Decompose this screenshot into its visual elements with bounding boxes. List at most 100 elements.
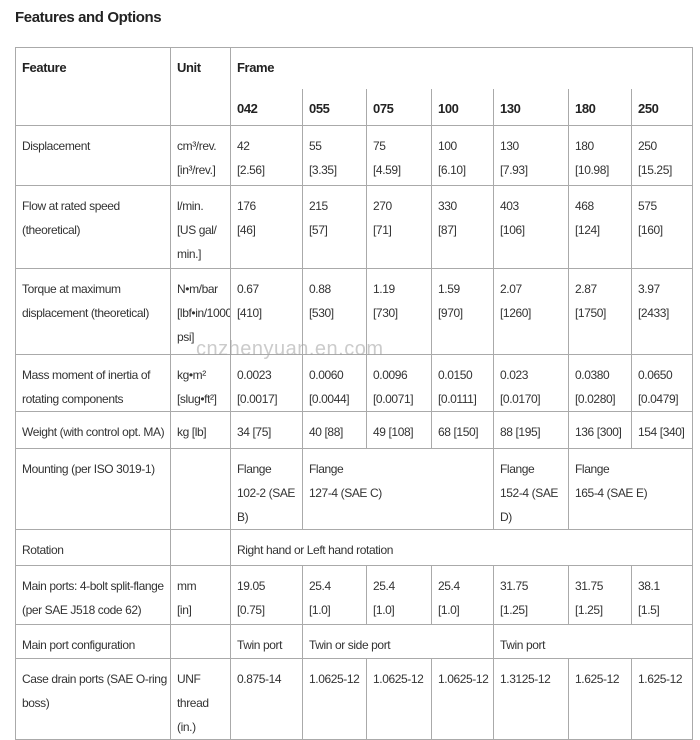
cell-line: UNF thread: [177, 672, 209, 710]
cell-line: 88 [195]: [500, 425, 541, 439]
table-row: Main port configuration Twin port Twin or …: [15, 624, 694, 659]
cell-line: 1.3125-12: [500, 672, 551, 686]
value-cell: 55 [3.35]: [302, 125, 367, 186]
cell-line: 25.4: [438, 579, 460, 593]
value-cell: 0.0150 [0.0111]: [431, 354, 494, 412]
feature-cell: Main port configuration: [15, 624, 171, 659]
cell-line: 0.0023: [237, 368, 272, 382]
cell-line: [4.59]: [373, 163, 401, 177]
cell-line: 468: [575, 199, 594, 213]
cell-line: 0.0380: [575, 368, 610, 382]
value-cell: 136 [300]: [568, 411, 632, 449]
frame-label: 042: [237, 100, 258, 116]
value-cell: 1.59 [970]: [431, 268, 494, 355]
unit-cell: kg•m² [slug•ft²]: [170, 354, 231, 412]
cell-line: [71]: [373, 223, 392, 237]
header-cell: Unit: [170, 47, 231, 126]
cell-line: 215: [309, 199, 328, 213]
cell-line: 180: [575, 139, 594, 153]
value-cell: 176 [46]: [230, 185, 303, 269]
value-cell: Flange 152-4 (SAE D): [493, 448, 569, 530]
header-cell: Frame: [229, 47, 694, 89]
value-cell: 2.87 [1750]: [568, 268, 632, 355]
cell-line: 0.875-14: [237, 672, 282, 686]
cell-line: Main ports: 4-bolt split-flange: [22, 579, 164, 593]
cell-line: Flange: [500, 462, 535, 476]
header-row: Feature Unit Frame: [15, 47, 694, 126]
cell-line: 0.0150: [438, 368, 473, 382]
value-cell: Twin port: [230, 624, 303, 659]
feature-cell: Mounting (per ISO 3019-1): [15, 448, 171, 530]
cell-line: [730]: [373, 306, 398, 320]
unit-cell: N•m/bar [lbf•in/1000 psi]: [170, 268, 231, 355]
frame-cell: 130: [493, 88, 569, 126]
value-cell: 49 [108]: [366, 411, 432, 449]
value-cell: 575 [160]: [630, 185, 694, 269]
cell-line: Flange: [237, 462, 272, 476]
frame-cell: 055: [302, 88, 367, 126]
cell-line: [0.0017]: [237, 392, 278, 406]
cell-line: 0.88: [309, 282, 331, 296]
cell-line: Displacement: [22, 139, 90, 153]
value-cell: 1.0625-12: [302, 658, 367, 740]
table-row: Weight (with control opt. MA) kg [lb] 34 […: [15, 411, 694, 449]
cell-line: 49 [108]: [373, 425, 414, 439]
value-cell: Flange 102-2 (SAE B): [230, 448, 303, 530]
value-cell: 0.67 [410]: [230, 268, 303, 355]
value-cell: 3.97 [2433]: [630, 268, 694, 355]
cell-line: Flange: [575, 462, 610, 476]
cell-line: [160]: [638, 223, 663, 237]
value-cell: 154 [340]: [630, 411, 694, 449]
cell-line: [3.35]: [309, 163, 337, 177]
cell-line: Twin or side port: [309, 638, 391, 652]
cell-line: (per SAE J518 code 62): [22, 603, 142, 617]
feature-cell: Weight (with control opt. MA): [15, 411, 171, 449]
header-text: Unit: [177, 60, 201, 75]
cell-line: [1.0]: [438, 603, 460, 617]
cell-line: [530]: [309, 306, 334, 320]
cell-line: min.]: [177, 247, 202, 261]
value-cell: 42 [2.56]: [230, 125, 303, 186]
cell-line: [1.0]: [309, 603, 331, 617]
frame-cell: 100: [431, 88, 494, 126]
value-cell: Twin port: [492, 624, 694, 659]
cell-line: [410]: [237, 306, 262, 320]
cell-line: boss): [22, 696, 50, 710]
cell-line: [0.0111]: [438, 392, 477, 406]
cell-line: 1.0625-12: [373, 672, 424, 686]
cell-line: 100: [438, 139, 457, 153]
header-text: Frame: [237, 60, 275, 75]
cell-line: [6.10]: [438, 163, 466, 177]
unit-cell: [170, 624, 231, 659]
cell-line: [0.0170]: [500, 392, 541, 406]
frame-row: 042 055 075 100 130 180 250: [16, 88, 694, 126]
cell-line: 42: [237, 139, 250, 153]
cell-line: Weight (with control opt. MA): [22, 425, 165, 439]
cell-line: Right hand or Left hand rotation: [237, 543, 393, 557]
value-cell: Twin or side port: [302, 624, 494, 659]
cell-line: Mounting (per ISO 3019-1): [22, 462, 155, 476]
cell-line: [in]: [177, 603, 192, 617]
cell-line: Case drain ports (SAE O-ring: [22, 672, 167, 686]
cell-line: [1750]: [575, 306, 606, 320]
cell-line: 34 [75]: [237, 425, 271, 439]
cell-line: [slug•ft²]: [177, 392, 217, 406]
cell-line: 38.1: [638, 579, 660, 593]
cell-line: 176: [237, 199, 256, 213]
cell-line: Rotation: [22, 543, 64, 557]
cell-line: 270: [373, 199, 392, 213]
cell-line: 136 [300]: [575, 425, 622, 439]
cell-line: Mass moment of inertia of: [22, 368, 151, 382]
cell-line: 55: [309, 139, 322, 153]
cell-line: [46]: [237, 223, 256, 237]
header-cell: Feature: [15, 47, 171, 126]
cell-line: 250: [638, 139, 657, 153]
cell-line: 31.75: [575, 579, 604, 593]
frame-label: 100: [438, 100, 459, 116]
feature-cell: Main ports: 4-bolt split-flange (per SAE …: [15, 565, 171, 625]
unit-cell: kg [lb]: [170, 411, 231, 449]
table-row: Mounting (per ISO 3019-1) Flange 102-2 (SA…: [15, 448, 694, 530]
unit-cell: mm [in]: [170, 565, 231, 625]
cell-line: [US gal/: [177, 223, 217, 237]
cell-line: 0.0650: [638, 368, 673, 382]
